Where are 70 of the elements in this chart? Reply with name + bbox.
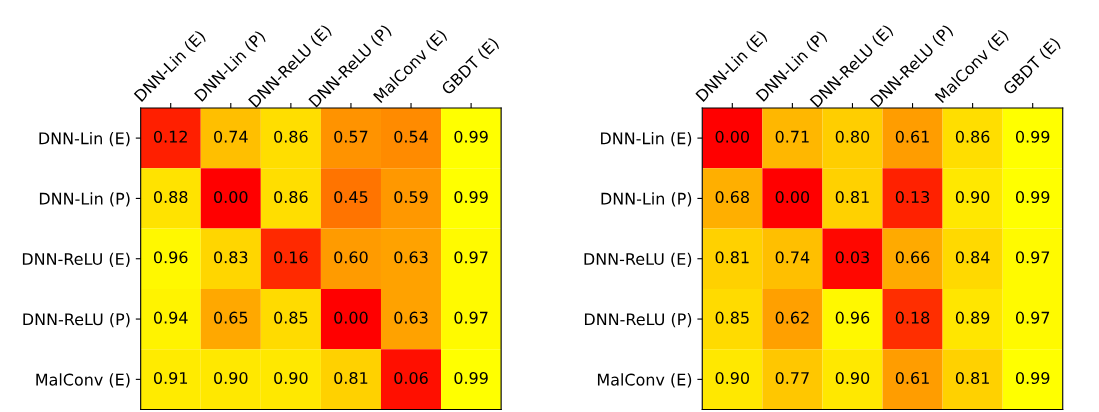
data-label: 0.45 bbox=[334, 190, 368, 204]
y-tick-label: DNN-ReLU (P) bbox=[23, 313, 130, 328]
data-label: 0.57 bbox=[334, 130, 368, 143]
y-tick-label: DNN-ReLU (E) bbox=[22, 252, 130, 267]
data-label: 0.81 bbox=[715, 251, 749, 264]
y-tick-label: DNN-Lin (P) bbox=[39, 192, 130, 207]
data-label: 0.83 bbox=[214, 251, 248, 264]
data-label: 0.00 bbox=[334, 311, 368, 324]
data-label: 0.59 bbox=[394, 190, 428, 204]
data-label: 0.63 bbox=[394, 311, 428, 324]
data-label: 0.88 bbox=[153, 190, 188, 204]
data-label: 0.80 bbox=[835, 130, 870, 143]
data-label: 0.99 bbox=[1015, 371, 1050, 384]
data-label: 0.94 bbox=[153, 311, 188, 324]
y-tick-label: DNN-Lin (E) bbox=[39, 132, 130, 147]
data-label: 0.97 bbox=[1015, 311, 1050, 324]
data-label: 0.90 bbox=[835, 371, 870, 384]
y-tick-label: DNN-Lin (P) bbox=[601, 192, 692, 207]
y-tick-label: MalConv (E) bbox=[36, 373, 130, 388]
data-label: 0.90 bbox=[214, 371, 248, 384]
data-label: 0.18 bbox=[895, 311, 930, 324]
data-label: 0.99 bbox=[454, 190, 488, 204]
data-label: 0.99 bbox=[1015, 130, 1050, 143]
data-label: 0.13 bbox=[895, 190, 930, 204]
data-label: 0.81 bbox=[955, 371, 989, 384]
y-tick-label: DNN-ReLU (P) bbox=[584, 313, 692, 328]
data-label: 0.62 bbox=[775, 311, 809, 324]
data-label: 0.97 bbox=[1015, 251, 1050, 264]
data-label: 0.85 bbox=[715, 311, 749, 324]
y-tick-label: DNN-Lin (E) bbox=[601, 132, 692, 147]
data-label: 0.00 bbox=[715, 130, 750, 143]
data-label: 0.00 bbox=[214, 190, 248, 204]
data-label: 0.86 bbox=[274, 190, 308, 204]
y-tick-label: MalConv (E) bbox=[597, 373, 692, 388]
data-label: 0.00 bbox=[775, 190, 810, 204]
data-label: 0.86 bbox=[955, 130, 990, 143]
data-label: 0.61 bbox=[895, 130, 929, 143]
y-tick-label: DNN-ReLU (E) bbox=[584, 252, 692, 267]
data-label: 0.99 bbox=[1015, 190, 1050, 204]
data-label: 0.97 bbox=[454, 251, 488, 264]
data-label: 0.97 bbox=[454, 311, 488, 324]
data-label: 0.99 bbox=[454, 130, 488, 143]
data-label: 0.60 bbox=[334, 251, 368, 264]
data-label: 0.96 bbox=[835, 311, 870, 324]
data-label: 0.66 bbox=[895, 251, 930, 264]
data-label: 0.74 bbox=[214, 130, 248, 143]
data-label: 0.90 bbox=[715, 371, 750, 384]
data-label: 0.81 bbox=[334, 371, 368, 384]
data-label: 0.54 bbox=[394, 130, 428, 143]
data-label: 0.63 bbox=[394, 251, 428, 264]
data-label: 0.06 bbox=[394, 371, 428, 384]
data-label: 0.61 bbox=[895, 371, 929, 384]
data-label: 0.91 bbox=[153, 371, 188, 384]
data-label: 0.71 bbox=[775, 130, 809, 143]
data-label: 0.86 bbox=[274, 130, 308, 143]
data-label: 0.96 bbox=[153, 251, 188, 264]
data-label: 0.16 bbox=[274, 251, 308, 264]
data-label: 0.68 bbox=[715, 190, 749, 204]
data-label: 0.85 bbox=[274, 311, 308, 324]
data-label: 0.77 bbox=[775, 371, 809, 384]
data-label: 0.81 bbox=[835, 190, 869, 204]
data-label: 0.90 bbox=[274, 371, 308, 384]
data-label: 0.65 bbox=[214, 311, 248, 324]
data-label: 0.03 bbox=[835, 251, 869, 264]
data-label: 0.12 bbox=[153, 130, 187, 143]
data-label: 0.84 bbox=[955, 251, 990, 264]
data-label: 0.89 bbox=[955, 311, 990, 324]
data-label: 0.99 bbox=[454, 371, 488, 384]
data-label: 0.74 bbox=[775, 251, 810, 264]
data-label: 0.90 bbox=[955, 190, 990, 204]
